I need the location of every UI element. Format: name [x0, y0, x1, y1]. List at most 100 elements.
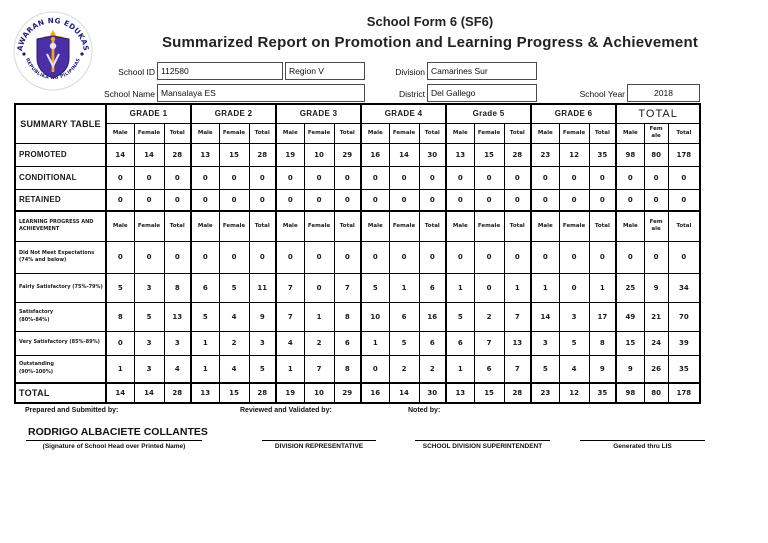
table-cell: 14 — [105, 382, 135, 404]
report-header: School Form 6 (SF6) Summarized Report on… — [92, 14, 768, 51]
table-cell: 0 — [105, 188, 135, 212]
table-cell: 0 — [218, 165, 250, 190]
school-name-field: Mansalaya ES — [157, 84, 365, 102]
division-label: Division — [395, 67, 425, 77]
table-cell: 0 — [333, 165, 362, 190]
generated-thru-lis-caption: Generated thru LIS — [613, 443, 672, 450]
row-label: RETAINED — [14, 188, 107, 212]
subheader-total: Total — [248, 122, 277, 144]
table-cell: 8 — [333, 301, 362, 332]
table-cell: 7 — [275, 301, 305, 332]
table-cell: 1 — [445, 354, 475, 384]
table-cell: 14 — [388, 142, 420, 167]
table-cell: 0 — [190, 188, 220, 212]
table-cell: 0 — [558, 165, 590, 190]
subheader-male: Male — [530, 122, 560, 144]
table-cell: 4 — [163, 354, 192, 384]
subheader-female: Female — [558, 122, 590, 144]
table-cell: 7 — [303, 354, 335, 384]
row-label: Satisfactory (80%-84%) — [14, 301, 107, 332]
table-cell: 9 — [643, 272, 669, 303]
school-id-field: 112580 — [157, 62, 283, 80]
table-cell: 14 — [530, 301, 560, 332]
school-head-caption: (Signature of School Head over Printed N… — [42, 443, 186, 450]
school-year-field: 2018 — [627, 84, 700, 102]
table-cell: 28 — [248, 142, 277, 167]
table-cell: 0 — [333, 240, 362, 274]
table-cell: 5 — [105, 272, 135, 303]
subheader-total: Total — [163, 210, 192, 242]
table-cell: 19 — [275, 142, 305, 167]
table-cell: 0 — [105, 330, 135, 356]
prepared-by-label: Prepared and Submitted by: — [25, 407, 119, 414]
subheader-total: Total — [418, 210, 447, 242]
table-cell: 0 — [473, 240, 505, 274]
subheader-male: Male — [445, 210, 475, 242]
table-cell: 4 — [218, 354, 250, 384]
subheader-female: Female — [558, 210, 590, 242]
table-cell: 0 — [503, 165, 532, 190]
table-cell: 0 — [530, 165, 560, 190]
table-cell: 5 — [248, 354, 277, 384]
table-cell: 7 — [473, 330, 505, 356]
table-cell: 9 — [615, 354, 645, 384]
table-cell: 0 — [588, 165, 617, 190]
table-cell: 3 — [558, 301, 590, 332]
subheader-total: Total — [588, 210, 617, 242]
seal-flame-icon — [49, 30, 57, 37]
table-cell: 2 — [303, 330, 335, 356]
table-cell: 0 — [667, 165, 701, 190]
table-cell: 13 — [163, 301, 192, 332]
table-cell: 0 — [303, 272, 335, 303]
school-year-label: School Year — [579, 89, 625, 99]
superintendent-caption: SCHOOL DIVISION SUPERINTENDENT — [422, 443, 543, 450]
subheader-male: Male — [445, 122, 475, 144]
signature-line — [415, 440, 550, 441]
subheader-female: Female — [303, 210, 335, 242]
table-cell: 10 — [303, 382, 335, 404]
table-cell: 0 — [558, 188, 590, 212]
table-cell: 6 — [473, 354, 505, 384]
deped-seal-icon: KAGAWARAN NG EDUKASYON REPUBLIKA NG PILI… — [8, 3, 93, 91]
table-cell: 0 — [218, 240, 250, 274]
table-cell: 0 — [303, 188, 335, 212]
table-cell: 13 — [190, 142, 220, 167]
table-cell: 8 — [105, 301, 135, 332]
table-cell: 0 — [615, 240, 645, 274]
table-cell: 17 — [588, 301, 617, 332]
table-cell: 26 — [643, 354, 669, 384]
table-cell: 16 — [360, 382, 390, 404]
table-cell: 5 — [445, 301, 475, 332]
signature-line — [580, 440, 705, 441]
table-cell: 2 — [218, 330, 250, 356]
table-cell: 1 — [275, 354, 305, 384]
subheader-total: Total — [333, 210, 362, 242]
table-cell: 0 — [473, 165, 505, 190]
table-cell: 28 — [163, 382, 192, 404]
subheader-male: Male — [615, 210, 645, 242]
table-cell: 25 — [615, 272, 645, 303]
table-cell: 0 — [360, 354, 390, 384]
subheader-total: Total — [248, 210, 277, 242]
table-cell: 8 — [333, 354, 362, 384]
table-cell: 0 — [388, 165, 420, 190]
subheader-male: Male — [275, 122, 305, 144]
table-cell: 29 — [333, 142, 362, 167]
table-cell: 12 — [558, 382, 590, 404]
subheader-male: Male — [105, 122, 135, 144]
table-cell: 15 — [615, 330, 645, 356]
table-cell: 2 — [388, 354, 420, 384]
table-cell: 0 — [133, 188, 165, 212]
table-cell: 0 — [667, 240, 701, 274]
table-cell: 5 — [388, 330, 420, 356]
table-cell: 13 — [445, 382, 475, 404]
table-cell: 1 — [530, 272, 560, 303]
table-cell: 6 — [418, 272, 447, 303]
table-cell: 0 — [530, 240, 560, 274]
table-cell: 3 — [133, 330, 165, 356]
subheader-female: Female — [133, 210, 165, 242]
table-cell: 98 — [615, 142, 645, 167]
table-cell: 0 — [360, 188, 390, 212]
table-cell: 5 — [530, 354, 560, 384]
district-field: Del Gallego — [427, 84, 537, 102]
